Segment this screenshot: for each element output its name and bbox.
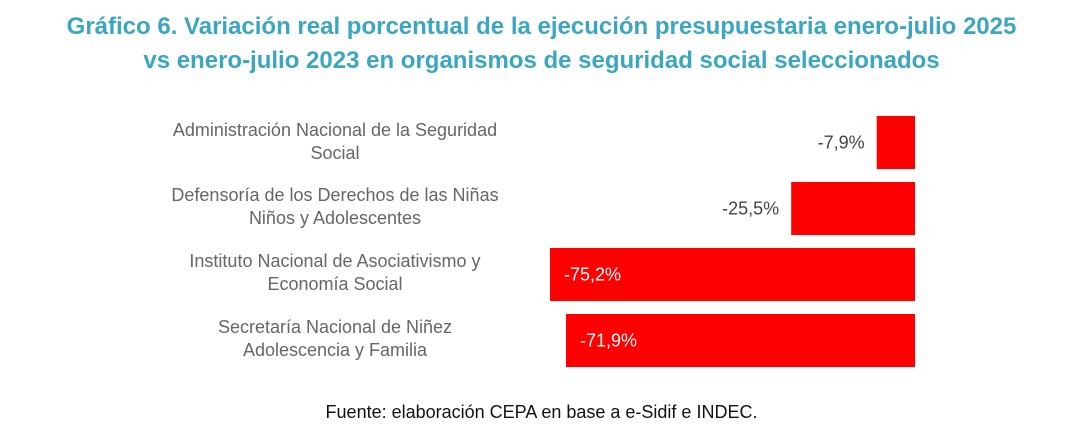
data-label: -25,5%: [722, 199, 779, 219]
bar: [791, 182, 915, 235]
chart-title-line-1: Gráfico 6. Variación real porcentual de …: [66, 13, 1017, 40]
category-label-line: Instituto Nacional de Asociativismo y: [189, 251, 481, 271]
category-label: Instituto Nacional de Asociativismo y Ec…: [145, 250, 525, 296]
data-label: -75,2%: [564, 265, 621, 285]
category-label-line: Administración Nacional de la Seguridad: [172, 120, 498, 140]
chart-title-line-2: vs enero-julio 2023 en organismos de seg…: [143, 47, 940, 74]
category-label-line: Defensoría de los Derechos de las Niñas: [171, 185, 499, 205]
category-label: Administración Nacional de la Seguridad …: [145, 119, 525, 165]
data-label: -7,9%: [818, 133, 865, 153]
chart-title: Gráfico 6. Variación real porcentual de …: [0, 10, 1083, 78]
category-label: Defensoría de los Derechos de las Niñas …: [145, 184, 525, 230]
category-label-line: Secretaría Nacional de Niñez: [217, 317, 453, 337]
bar: [566, 314, 915, 367]
category-label: Secretaría Nacional de Niñez Adolescenci…: [145, 316, 525, 362]
category-label-line: Social: [310, 143, 360, 163]
category-label-line: Adolescencia y Familia: [242, 340, 428, 360]
category-label-line: Economía Social: [267, 274, 403, 294]
source-note: Fuente: elaboración CEPA en base a e-Sid…: [325, 402, 758, 422]
category-label-line: Niños y Adolescentes: [248, 208, 422, 228]
bar: [876, 116, 915, 169]
bar: [550, 248, 915, 301]
data-label: -71,9%: [580, 331, 637, 351]
